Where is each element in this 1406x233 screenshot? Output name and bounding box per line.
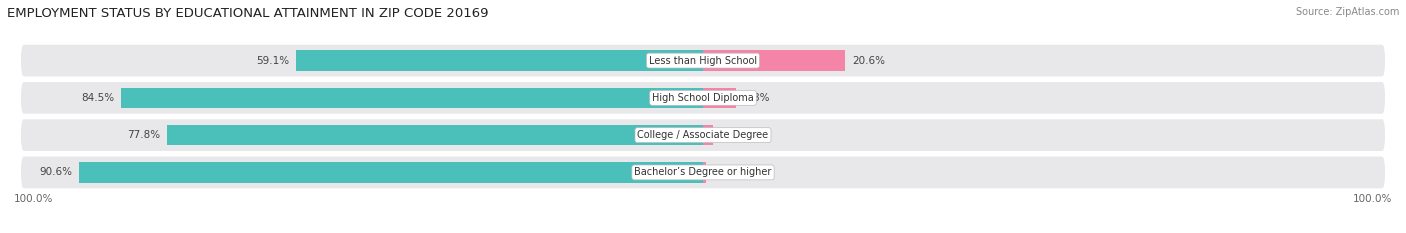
Text: 100.0%: 100.0% bbox=[14, 194, 53, 204]
Text: Bachelor’s Degree or higher: Bachelor’s Degree or higher bbox=[634, 168, 772, 177]
Text: High School Diploma: High School Diploma bbox=[652, 93, 754, 103]
Bar bbox=[79, 162, 703, 183]
Text: 59.1%: 59.1% bbox=[256, 56, 290, 65]
Text: 20.6%: 20.6% bbox=[852, 56, 884, 65]
Bar bbox=[167, 125, 703, 145]
FancyBboxPatch shape bbox=[21, 82, 1385, 114]
Text: 100.0%: 100.0% bbox=[1353, 194, 1392, 204]
Text: 0.5%: 0.5% bbox=[713, 168, 740, 177]
Text: Less than High School: Less than High School bbox=[650, 56, 756, 65]
Text: College / Associate Degree: College / Associate Degree bbox=[637, 130, 769, 140]
Bar bbox=[703, 88, 737, 108]
FancyBboxPatch shape bbox=[21, 157, 1385, 188]
FancyBboxPatch shape bbox=[21, 45, 1385, 76]
Text: 1.4%: 1.4% bbox=[720, 130, 747, 140]
Bar bbox=[703, 50, 845, 71]
Text: 90.6%: 90.6% bbox=[39, 168, 72, 177]
FancyBboxPatch shape bbox=[21, 119, 1385, 151]
Text: EMPLOYMENT STATUS BY EDUCATIONAL ATTAINMENT IN ZIP CODE 20169: EMPLOYMENT STATUS BY EDUCATIONAL ATTAINM… bbox=[7, 7, 488, 20]
Bar bbox=[703, 125, 713, 145]
Text: 84.5%: 84.5% bbox=[80, 93, 114, 103]
Bar bbox=[295, 50, 703, 71]
Text: 4.8%: 4.8% bbox=[742, 93, 769, 103]
Bar bbox=[703, 162, 706, 183]
Text: 77.8%: 77.8% bbox=[127, 130, 160, 140]
Bar bbox=[121, 88, 703, 108]
Text: Source: ZipAtlas.com: Source: ZipAtlas.com bbox=[1295, 7, 1399, 17]
